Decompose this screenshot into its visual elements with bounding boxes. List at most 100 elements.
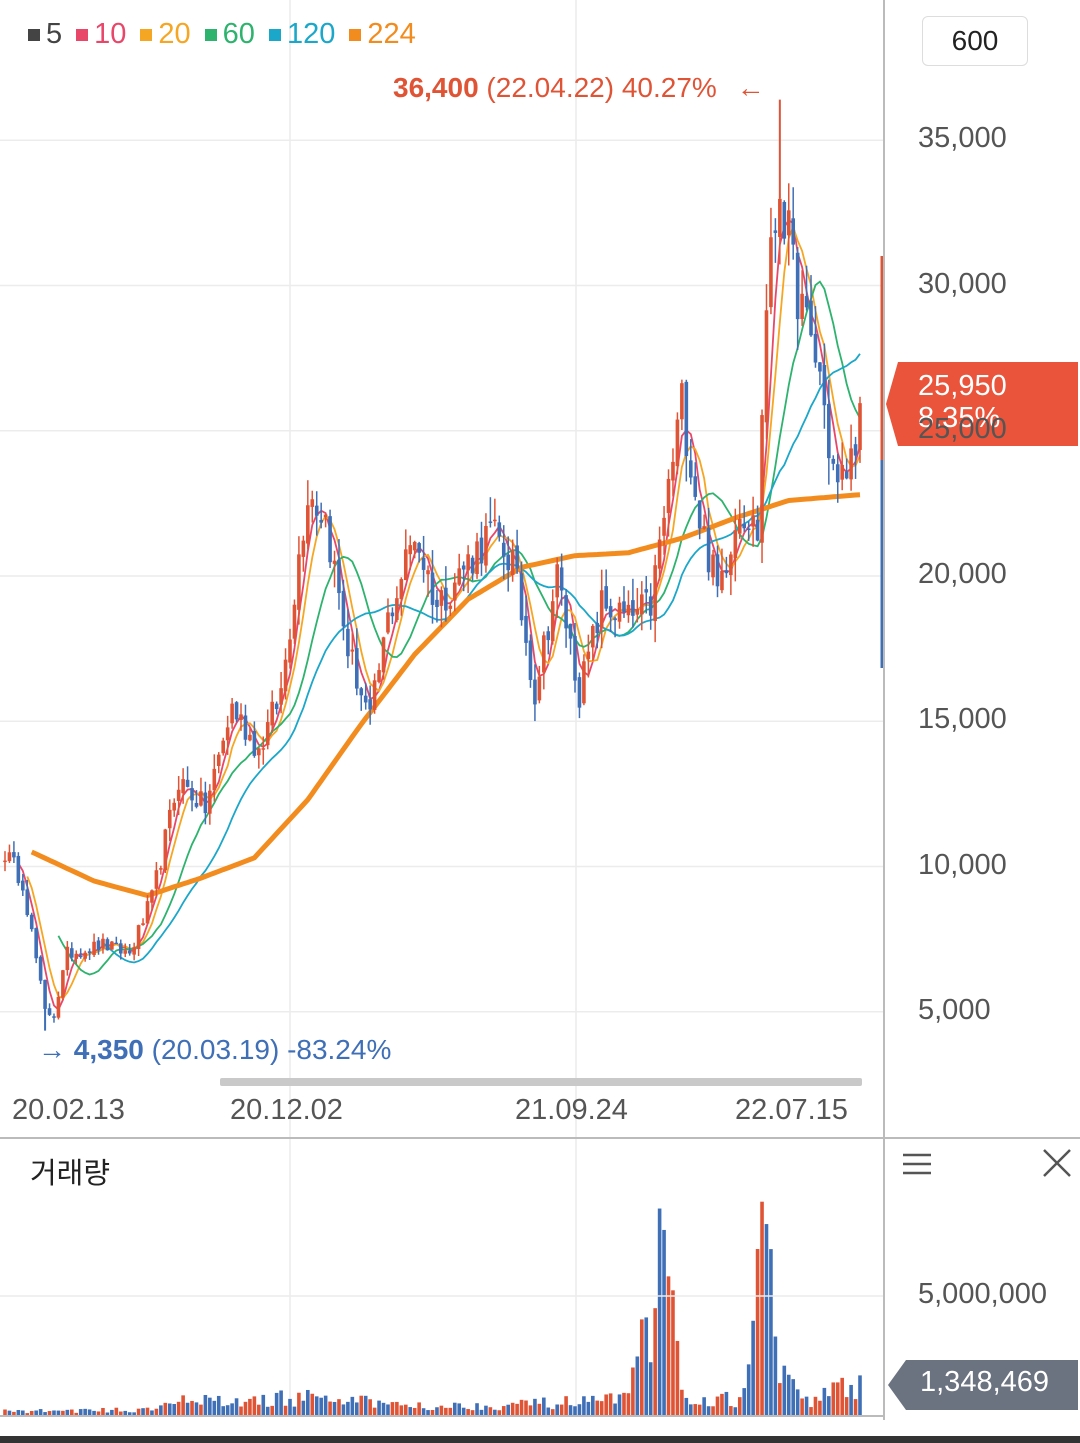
- candle[interactable]: [617, 596, 622, 629]
- candle[interactable]: [751, 496, 755, 547]
- candle[interactable]: [764, 284, 769, 440]
- period-button[interactable]: 600: [922, 16, 1028, 66]
- candle[interactable]: [234, 701, 239, 723]
- candle[interactable]: [341, 579, 346, 641]
- volume-bar[interactable]: [822, 1387, 827, 1415]
- candle[interactable]: [715, 545, 720, 598]
- candle[interactable]: [69, 942, 74, 962]
- candle[interactable]: [452, 573, 457, 612]
- candle[interactable]: [435, 589, 439, 623]
- volume-bar[interactable]: [715, 1396, 720, 1415]
- candle[interactable]: [550, 589, 555, 645]
- candle[interactable]: [159, 865, 163, 875]
- candle[interactable]: [849, 424, 853, 491]
- volume-bar[interactable]: [363, 1395, 368, 1415]
- volume-bar[interactable]: [582, 1396, 586, 1415]
- candle[interactable]: [648, 583, 653, 630]
- volume-bar[interactable]: [662, 1229, 666, 1415]
- candle[interactable]: [403, 529, 408, 581]
- candle[interactable]: [21, 873, 25, 897]
- volume-bar[interactable]: [827, 1396, 831, 1415]
- candle[interactable]: [386, 598, 390, 635]
- menu-icon[interactable]: [900, 1148, 934, 1182]
- volume-bar[interactable]: [466, 1409, 470, 1415]
- volume-bar[interactable]: [7, 1410, 12, 1415]
- candle[interactable]: [475, 532, 479, 579]
- volume-bar[interactable]: [435, 1407, 439, 1415]
- volume-bar[interactable]: [306, 1389, 310, 1415]
- candle[interactable]: [586, 634, 591, 678]
- volume-bar[interactable]: [724, 1391, 729, 1415]
- volume-bar[interactable]: [791, 1379, 796, 1415]
- volume-bar[interactable]: [216, 1395, 221, 1415]
- volume-bar[interactable]: [657, 1208, 662, 1415]
- candle[interactable]: [127, 943, 132, 956]
- candle[interactable]: [448, 602, 453, 617]
- volume-bar[interactable]: [849, 1384, 853, 1415]
- candle[interactable]: [377, 663, 381, 684]
- candle[interactable]: [306, 480, 310, 550]
- candle[interactable]: [729, 551, 733, 596]
- candle[interactable]: [118, 939, 123, 960]
- candle[interactable]: [662, 506, 666, 555]
- candle[interactable]: [221, 737, 226, 756]
- volume-bar[interactable]: [145, 1407, 150, 1415]
- volume-bar[interactable]: [840, 1377, 844, 1415]
- volume-bar[interactable]: [617, 1394, 622, 1415]
- volume-bar[interactable]: [3, 1409, 7, 1415]
- legend-item-ma10[interactable]: 10: [76, 18, 126, 51]
- candle[interactable]: [626, 590, 631, 623]
- candle[interactable]: [78, 948, 83, 959]
- volume-bar[interactable]: [319, 1397, 323, 1415]
- candle[interactable]: [74, 950, 79, 965]
- volume-bar[interactable]: [314, 1396, 319, 1415]
- candle[interactable]: [47, 1003, 52, 1017]
- volume-bar[interactable]: [671, 1290, 675, 1415]
- volume-bar[interactable]: [114, 1407, 119, 1415]
- candle[interactable]: [319, 502, 323, 529]
- volume-bar[interactable]: [764, 1224, 769, 1415]
- candle[interactable]: [265, 709, 270, 750]
- candle[interactable]: [515, 529, 519, 574]
- candle[interactable]: [786, 183, 791, 266]
- candle[interactable]: [274, 701, 279, 715]
- candle[interactable]: [809, 275, 813, 337]
- candle[interactable]: [746, 521, 751, 541]
- candle[interactable]: [439, 586, 444, 628]
- volume-bar[interactable]: [230, 1403, 234, 1415]
- candle[interactable]: [755, 505, 760, 542]
- candle[interactable]: [110, 940, 114, 950]
- volume-bar[interactable]: [332, 1401, 337, 1415]
- candle[interactable]: [537, 665, 542, 704]
- candle[interactable]: [501, 525, 506, 580]
- volume-bar[interactable]: [288, 1398, 292, 1415]
- candle[interactable]: [29, 912, 34, 932]
- candle[interactable]: [38, 955, 43, 985]
- volume-bar[interactable]: [301, 1400, 306, 1415]
- candle[interactable]: [359, 686, 364, 711]
- candle[interactable]: [791, 187, 796, 260]
- candle[interactable]: [61, 969, 65, 1000]
- candle[interactable]: [154, 862, 159, 896]
- volume-bar[interactable]: [542, 1397, 546, 1415]
- candle[interactable]: [635, 588, 640, 623]
- volume-bar[interactable]: [341, 1404, 346, 1415]
- volume-bar[interactable]: [488, 1407, 493, 1415]
- candle[interactable]: [720, 548, 724, 594]
- volume-bar[interactable]: [176, 1401, 181, 1415]
- volume-bar[interactable]: [283, 1405, 288, 1415]
- volume-bar[interactable]: [786, 1374, 791, 1415]
- volume-bar[interactable]: [123, 1410, 128, 1415]
- candle[interactable]: [203, 781, 208, 825]
- candle[interactable]: [421, 535, 426, 583]
- candle[interactable]: [493, 498, 497, 527]
- volume-bar[interactable]: [497, 1410, 502, 1415]
- candle[interactable]: [225, 715, 230, 755]
- candle[interactable]: [711, 549, 715, 586]
- candle[interactable]: [733, 508, 738, 582]
- volume-bar[interactable]: [626, 1393, 631, 1415]
- candle[interactable]: [818, 362, 822, 386]
- volume-bar[interactable]: [359, 1395, 364, 1415]
- volume-bar[interactable]: [778, 1383, 782, 1415]
- candle[interactable]: [542, 631, 546, 690]
